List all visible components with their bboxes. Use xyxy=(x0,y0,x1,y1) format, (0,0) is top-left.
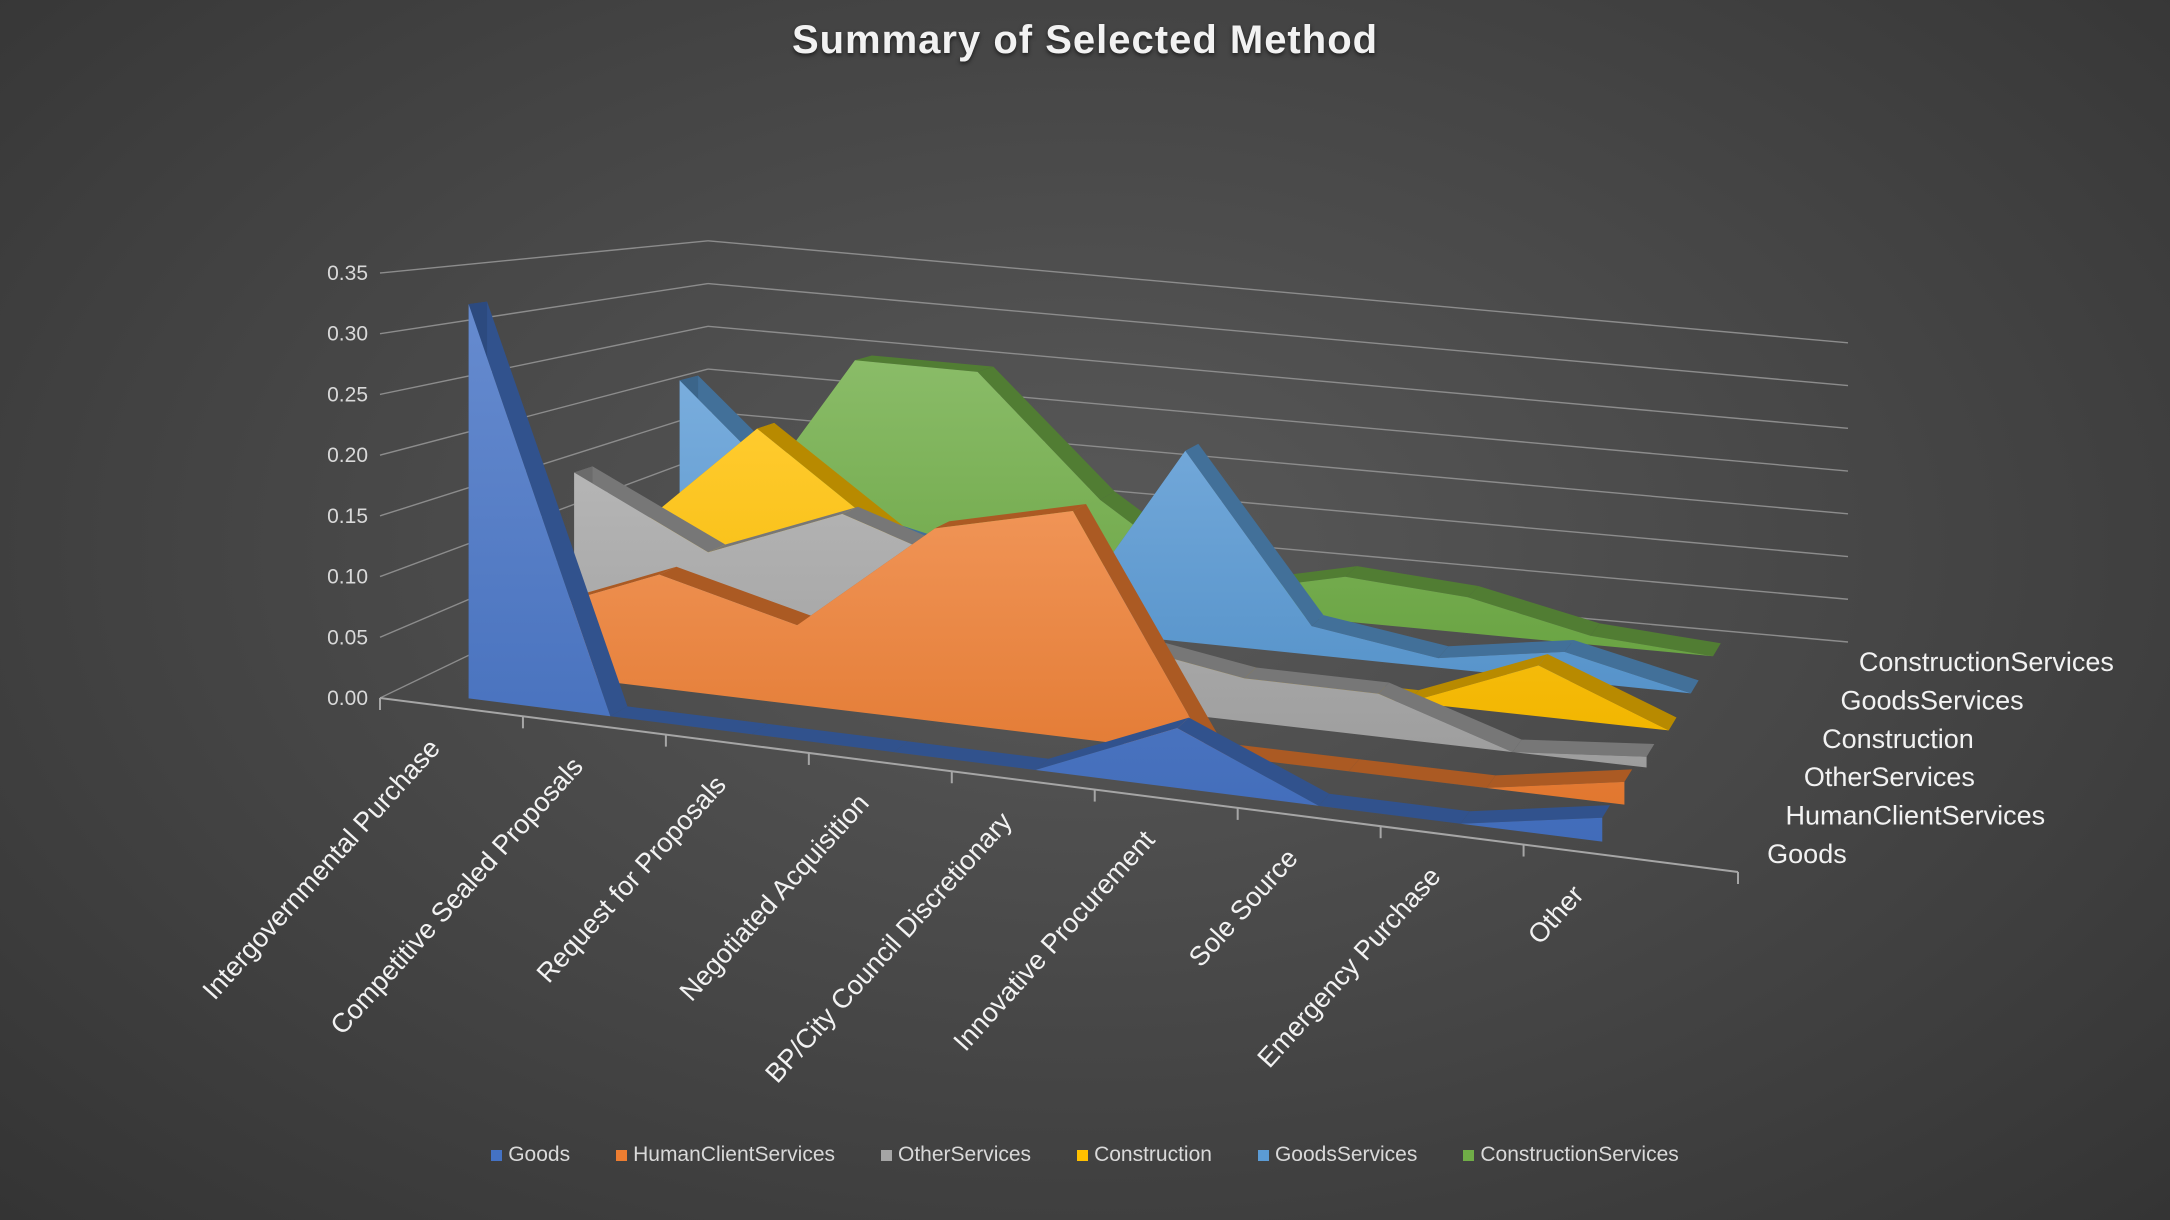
series-axis-label: Construction xyxy=(1822,724,1974,754)
legend-label: GoodsServices xyxy=(1274,1143,1418,1166)
legend-swatch xyxy=(881,1149,893,1161)
legend-label: HumanClientServices xyxy=(633,1143,836,1166)
series-ridge-segment xyxy=(659,566,813,626)
legend-swatch xyxy=(616,1149,628,1161)
gridline xyxy=(707,282,1849,387)
category-label: Emergency Purchase xyxy=(1252,861,1447,1073)
series-ridge-segment xyxy=(1072,504,1223,755)
legend-label: Construction xyxy=(1094,1143,1212,1166)
series-Goods xyxy=(468,301,1611,842)
series-ridge-segment xyxy=(574,466,726,553)
y-tick-label: 0.05 xyxy=(327,626,368,649)
series-ridge-segment xyxy=(1345,566,1479,598)
y-tick-label: 0.10 xyxy=(327,566,368,589)
legend-item: HumanClientServices xyxy=(616,1143,835,1167)
series-ridge-segment xyxy=(854,355,994,372)
series-ridge-segment xyxy=(708,506,859,553)
gridline xyxy=(707,325,1849,429)
series-ridge-segment xyxy=(1177,717,1330,806)
series-ridge-segment xyxy=(1311,615,1449,659)
series-ridge-segment xyxy=(1318,793,1470,824)
gridline-side xyxy=(379,282,709,335)
gridline xyxy=(707,240,1849,344)
legend: Goods HumanClientServices OtherServices Con… xyxy=(0,1143,2170,1167)
legend-label: ConstructionServices xyxy=(1480,1143,1679,1166)
y-tick-label: 0.15 xyxy=(327,505,368,528)
series-ridge-segment xyxy=(610,706,768,735)
series-axis-label: GoodsServices xyxy=(1841,686,2024,716)
legend-item: ConstructionServices xyxy=(1463,1143,1679,1167)
legend-label: Goods xyxy=(508,1143,571,1166)
gridline-side xyxy=(379,325,709,396)
y-tick-label: 0.35 xyxy=(327,262,368,285)
series-ridge-segment xyxy=(752,723,909,753)
series-axis-label: ConstructionServices xyxy=(1859,647,2114,677)
y-tick-label: 0.30 xyxy=(327,323,368,346)
category-label: Competitive Sealed Proposals xyxy=(325,751,589,1040)
legend-swatch xyxy=(1257,1149,1269,1161)
gridline-side xyxy=(379,240,709,274)
series-ridge-segment xyxy=(935,504,1087,529)
gridline-side xyxy=(379,368,709,456)
x-axis-line xyxy=(379,697,1739,873)
series-ridge-segment xyxy=(1348,759,1496,788)
gridline-side xyxy=(379,411,709,517)
legend-item: OtherServices xyxy=(881,1143,1031,1167)
legend-label: OtherServices xyxy=(898,1143,1032,1166)
legend-swatch xyxy=(1463,1149,1475,1161)
series-ridge-segment xyxy=(1590,623,1721,657)
series-ridge-segment xyxy=(1467,586,1600,636)
series-ridge-segment xyxy=(1438,639,1574,659)
legend-swatch xyxy=(491,1149,503,1161)
series-ridge-segment xyxy=(1035,717,1189,771)
series-ridge-segment xyxy=(893,741,1049,771)
y-tick-label: 0.20 xyxy=(327,444,368,467)
series-axis-label: Goods xyxy=(1767,839,1847,869)
legend-item: Construction xyxy=(1077,1143,1212,1167)
series-area xyxy=(574,472,1647,768)
series-ridge-segment xyxy=(468,301,628,717)
legend-item: Goods xyxy=(491,1143,570,1167)
series-ridge-segment xyxy=(757,422,904,535)
series-axis-label: HumanClientServices xyxy=(1786,801,2046,831)
series-ridge-segment xyxy=(1460,805,1611,824)
series-area xyxy=(521,511,1625,805)
chart-title: Summary of Selected Method xyxy=(791,18,1379,62)
series-ridge-segment xyxy=(1244,667,1389,694)
series-ridge-segment xyxy=(1512,739,1655,757)
series-ridge-segment xyxy=(1564,639,1699,694)
y-tick-label: 0.25 xyxy=(327,383,368,406)
y-tick-label: 0.00 xyxy=(327,687,368,710)
series-ridge-segment xyxy=(1408,654,1548,703)
legend-swatch xyxy=(1077,1149,1089,1161)
series-ridge-segment xyxy=(1538,654,1677,731)
series-ridge-segment xyxy=(1185,443,1324,627)
legend-item: GoodsServices xyxy=(1257,1143,1418,1167)
series-ridge-segment xyxy=(1486,769,1633,788)
series-axis-label: OtherServices xyxy=(1804,762,1975,792)
category-label: Sole Source xyxy=(1183,843,1304,972)
series-ridge-segment xyxy=(1378,682,1522,753)
category-label: Other xyxy=(1522,880,1589,950)
series-ridge-segment xyxy=(977,366,1115,500)
